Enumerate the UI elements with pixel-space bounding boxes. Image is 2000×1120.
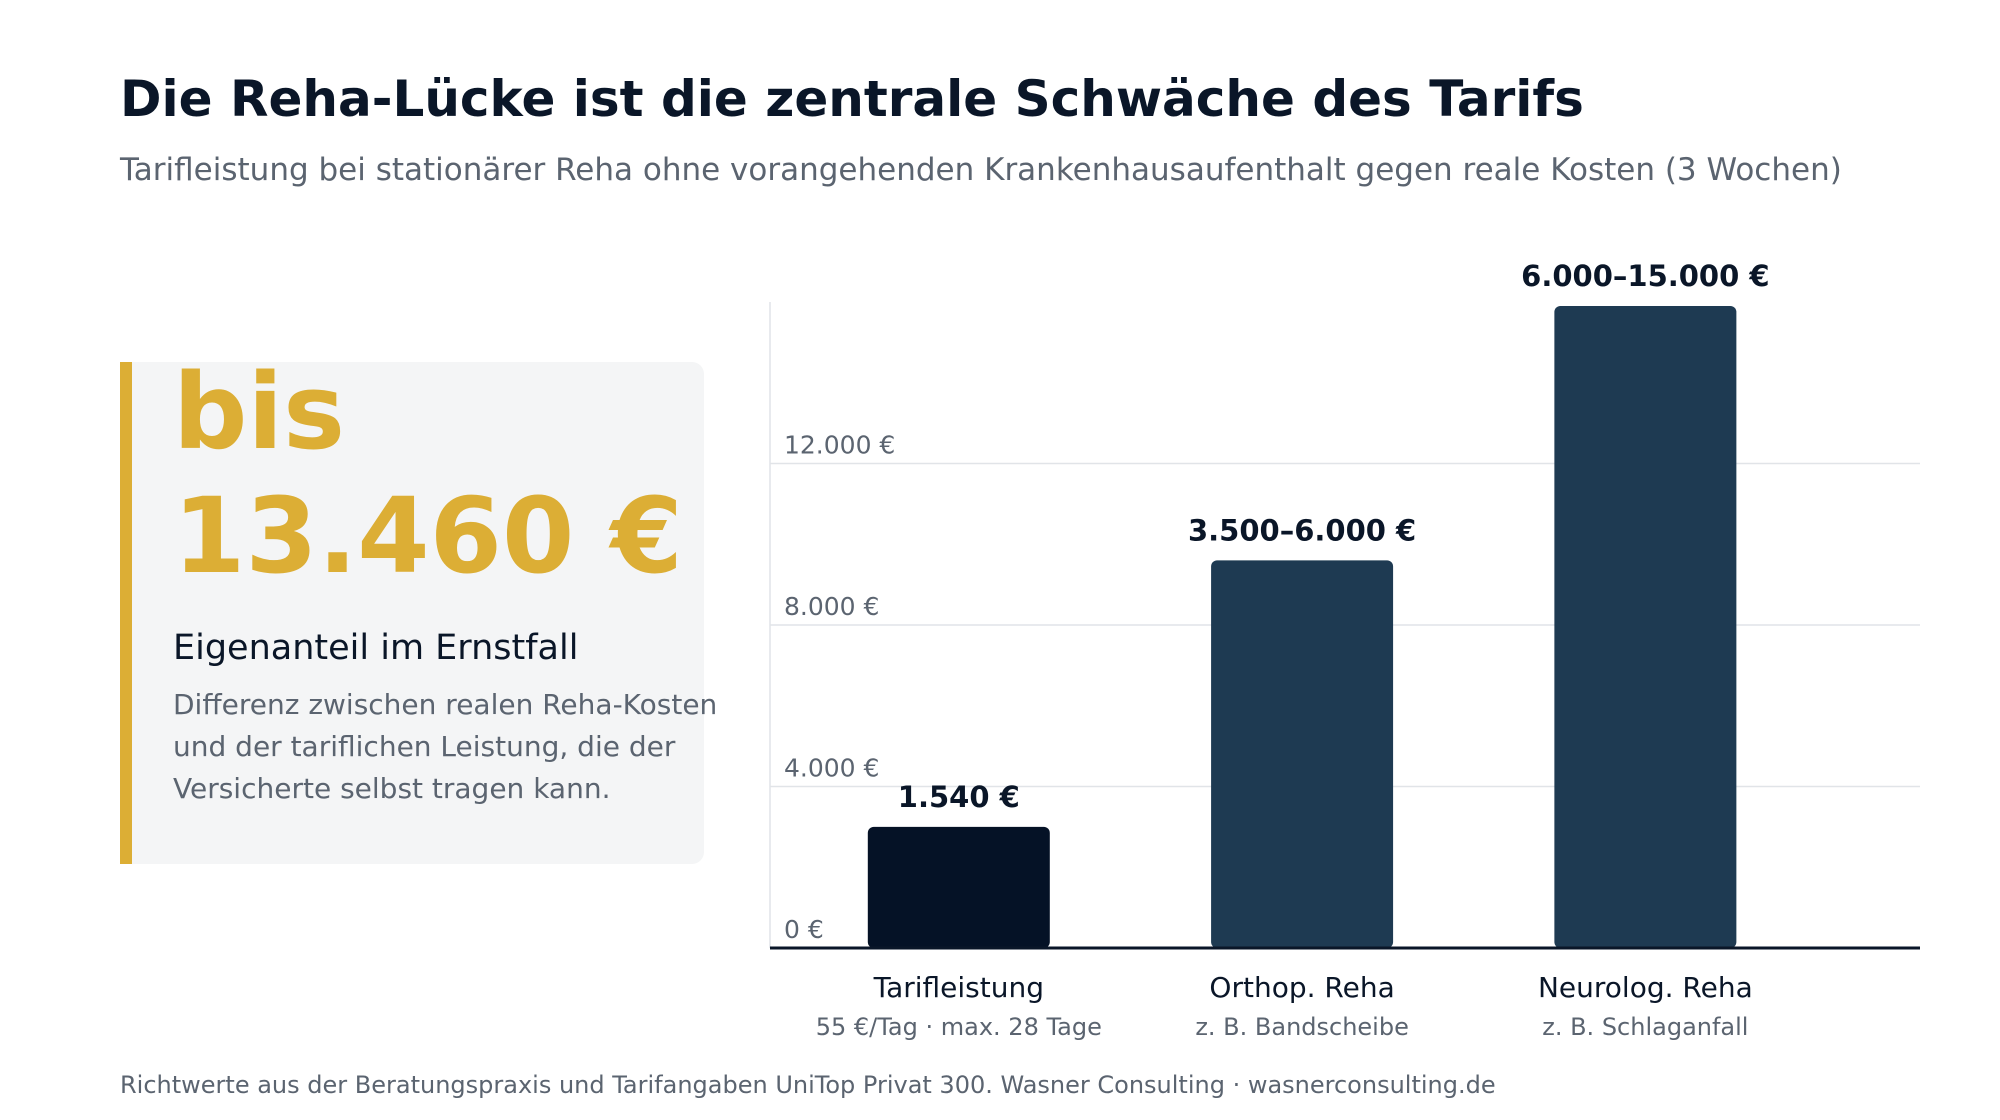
bar-value-label: 3.500–6.000 € [1188, 513, 1416, 547]
y-tick-label: 12.000 € [784, 431, 895, 460]
source-note: Richtwerte aus der Beratungspraxis und T… [120, 1071, 1496, 1099]
chart-subtitle: Tarifleistung bei stationärer Reha ohne … [120, 152, 1842, 188]
x-category-sublabel: z. B. Schlaganfall [1542, 1013, 1748, 1041]
bar [1554, 306, 1737, 949]
x-category-label: Neurolog. Reha [1538, 971, 1753, 1004]
y-tick-label: 0 € [784, 915, 824, 944]
y-tick-label: 4.000 € [784, 754, 879, 783]
x-category-label: Orthop. Reha [1209, 971, 1394, 1004]
chart-title: Die Reha-Lücke ist die zentrale Schwäche… [120, 70, 1584, 128]
card-big-amount: 13.460 € [173, 475, 683, 597]
bar-value-label: 6.000–15.000 € [1521, 259, 1769, 293]
bar-value-label: 1.540 € [898, 780, 1020, 814]
x-category-sublabel: z. B. Bandscheibe [1195, 1013, 1409, 1041]
card-big-prefix: bis [173, 351, 345, 473]
bar [867, 826, 1050, 948]
info-card [120, 362, 704, 864]
x-category-sublabel: 55 €/Tag · max. 28 Tage [816, 1013, 1102, 1041]
card-description: Differenz zwischen realen Reha-Kosten un… [173, 688, 718, 805]
y-tick-label: 8.000 € [784, 592, 879, 621]
x-category-label: Tarifleistung [873, 971, 1044, 1004]
card-heading: Eigenanteil im Ernstfall [173, 628, 579, 668]
bar [1211, 560, 1394, 948]
